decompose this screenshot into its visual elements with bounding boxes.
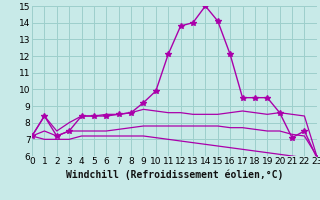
X-axis label: Windchill (Refroidissement éolien,°C): Windchill (Refroidissement éolien,°C): [66, 169, 283, 180]
